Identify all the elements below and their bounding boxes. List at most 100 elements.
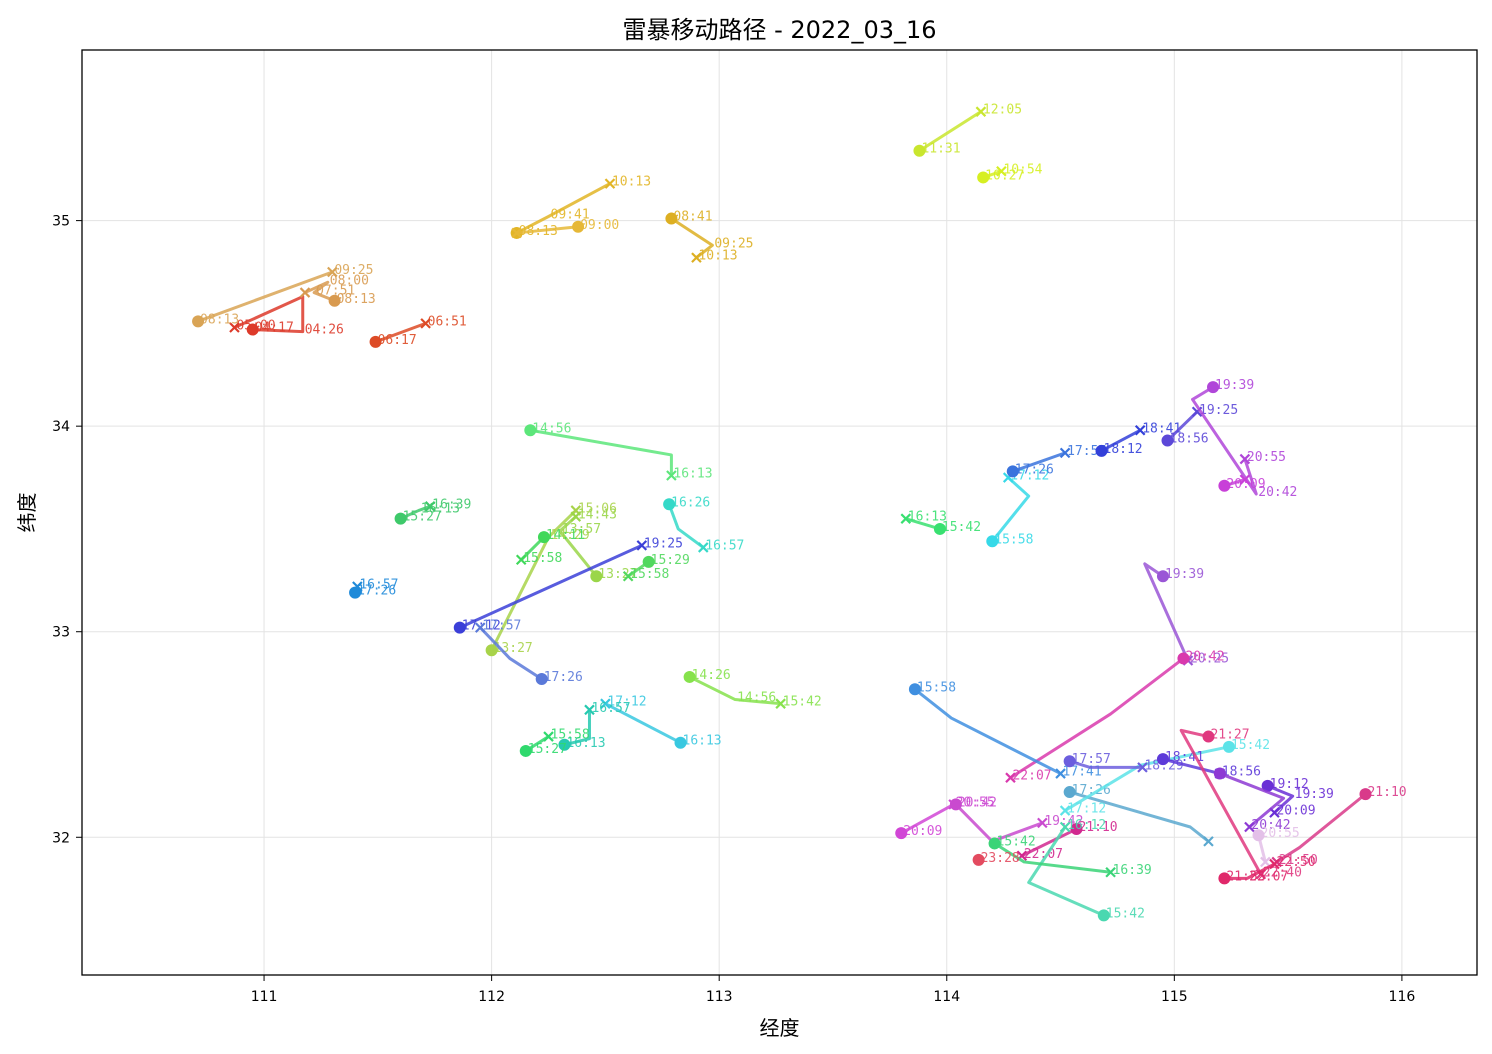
time-label: 14:56 <box>737 691 776 706</box>
x-tick-label: 116 <box>1389 989 1416 1005</box>
chart-title: 雷暴移动路径 - 2022_03_16 <box>622 16 936 44</box>
track-start-marker <box>1161 434 1174 447</box>
x-tick-label: 115 <box>1161 989 1188 1005</box>
time-label: 06:17 <box>378 333 417 348</box>
storm-track: 23:28 <box>972 851 1020 866</box>
time-label: 14:56 <box>532 421 571 436</box>
track-start-marker <box>1207 381 1220 394</box>
track-start-marker <box>349 586 362 599</box>
track-line <box>197 270 333 323</box>
track-end-marker <box>1005 772 1016 783</box>
track-line <box>1267 784 1295 814</box>
storm-track: 18:12 18:41 <box>1095 421 1181 457</box>
time-label: 13:27 <box>598 567 637 582</box>
time-label: 16:26 <box>671 495 710 510</box>
track-line <box>530 428 673 476</box>
x-tick-label: 111 <box>251 989 278 1005</box>
time-label: 12:05 <box>983 103 1022 118</box>
time-label: 20:42 <box>1258 485 1297 500</box>
time-label: 20:09 <box>903 824 942 839</box>
track-line <box>564 709 591 747</box>
track-start-marker <box>1222 740 1235 753</box>
track-line <box>1069 759 1143 769</box>
storm-track: 11:31 12:05 <box>913 103 1022 157</box>
track-start-marker <box>1359 788 1372 801</box>
track-line <box>1027 826 1105 917</box>
track-end-marker <box>1059 447 1071 459</box>
track-line <box>459 544 643 629</box>
time-label: 14:11 <box>546 528 585 543</box>
track-end-marker <box>570 511 582 522</box>
time-label: 15:42 <box>1231 738 1270 753</box>
time-label: 19:39 <box>1295 787 1334 802</box>
track-start-marker <box>988 837 1001 850</box>
time-label: 09:41 <box>551 208 590 223</box>
time-label: 17:12 <box>1010 469 1049 484</box>
track-end-marker <box>511 227 522 239</box>
x-tick-label: 112 <box>478 989 505 1005</box>
time-label: 18:12 <box>1104 442 1143 457</box>
storm-track: 20:55 <box>1252 826 1300 868</box>
track-end-marker <box>900 513 912 524</box>
storm-track: 16:26 16:57 <box>663 495 744 553</box>
track-line <box>558 515 598 578</box>
time-label: 08:13 <box>200 312 239 327</box>
time-label: 16:13 <box>566 736 605 751</box>
time-label: 09:25 <box>714 236 753 251</box>
grid-lines <box>82 50 1477 975</box>
storm-track: 16:13 17:12 <box>600 695 722 749</box>
time-label: 15:58 <box>551 728 590 743</box>
track-line <box>479 626 543 681</box>
track-end-marker <box>1059 805 1071 816</box>
time-label: 18:56 <box>1222 765 1261 780</box>
track-start-marker <box>1218 479 1231 492</box>
time-label: 17:26 <box>544 670 583 685</box>
track-line <box>993 842 1111 874</box>
storm-track: 15:42 16:12 <box>1027 818 1145 922</box>
track-start-marker <box>1006 465 1019 478</box>
track-line <box>1219 772 1286 829</box>
time-label: 16:57 <box>359 578 398 593</box>
track-start-marker <box>369 335 382 348</box>
storm-track: 14:56 16:13 <box>524 421 713 482</box>
track-start-marker <box>519 744 532 757</box>
track-end-marker <box>666 470 677 481</box>
storm-track: 17:26 <box>1063 783 1214 847</box>
y-axis-label: 纬度 <box>15 493 39 533</box>
track-end-marker <box>604 178 616 189</box>
track-line <box>1191 385 1258 496</box>
time-label: 15:58 <box>917 680 956 695</box>
track-end-marker <box>1105 866 1116 878</box>
time-label: 20:09 <box>1226 477 1265 492</box>
time-label: 16:57 <box>591 701 630 716</box>
track-start-marker <box>665 212 678 225</box>
time-label: 07:51 <box>316 284 355 299</box>
track-start-marker <box>1261 779 1274 792</box>
track-line <box>1162 757 1221 776</box>
track-line <box>375 321 427 344</box>
track-end-marker <box>543 731 554 742</box>
time-label: 19:12 <box>1270 777 1309 792</box>
storm-track: 19:39 20:25 <box>1143 562 1229 667</box>
time-label: 20:55 <box>1247 450 1286 465</box>
storm-track: 16:13 16:57 <box>558 701 631 751</box>
time-label: 15:27 <box>528 742 567 757</box>
time-label: 15:58 <box>630 567 669 582</box>
time-label: 16:13 <box>673 467 712 482</box>
track-start-marker <box>1202 730 1215 743</box>
track-line <box>516 225 579 235</box>
time-label: 23:28 <box>981 851 1020 866</box>
track-start-marker <box>1177 652 1190 665</box>
track-end-marker <box>975 106 987 117</box>
track-line <box>1021 827 1078 858</box>
time-label: 17:26 <box>357 584 396 599</box>
